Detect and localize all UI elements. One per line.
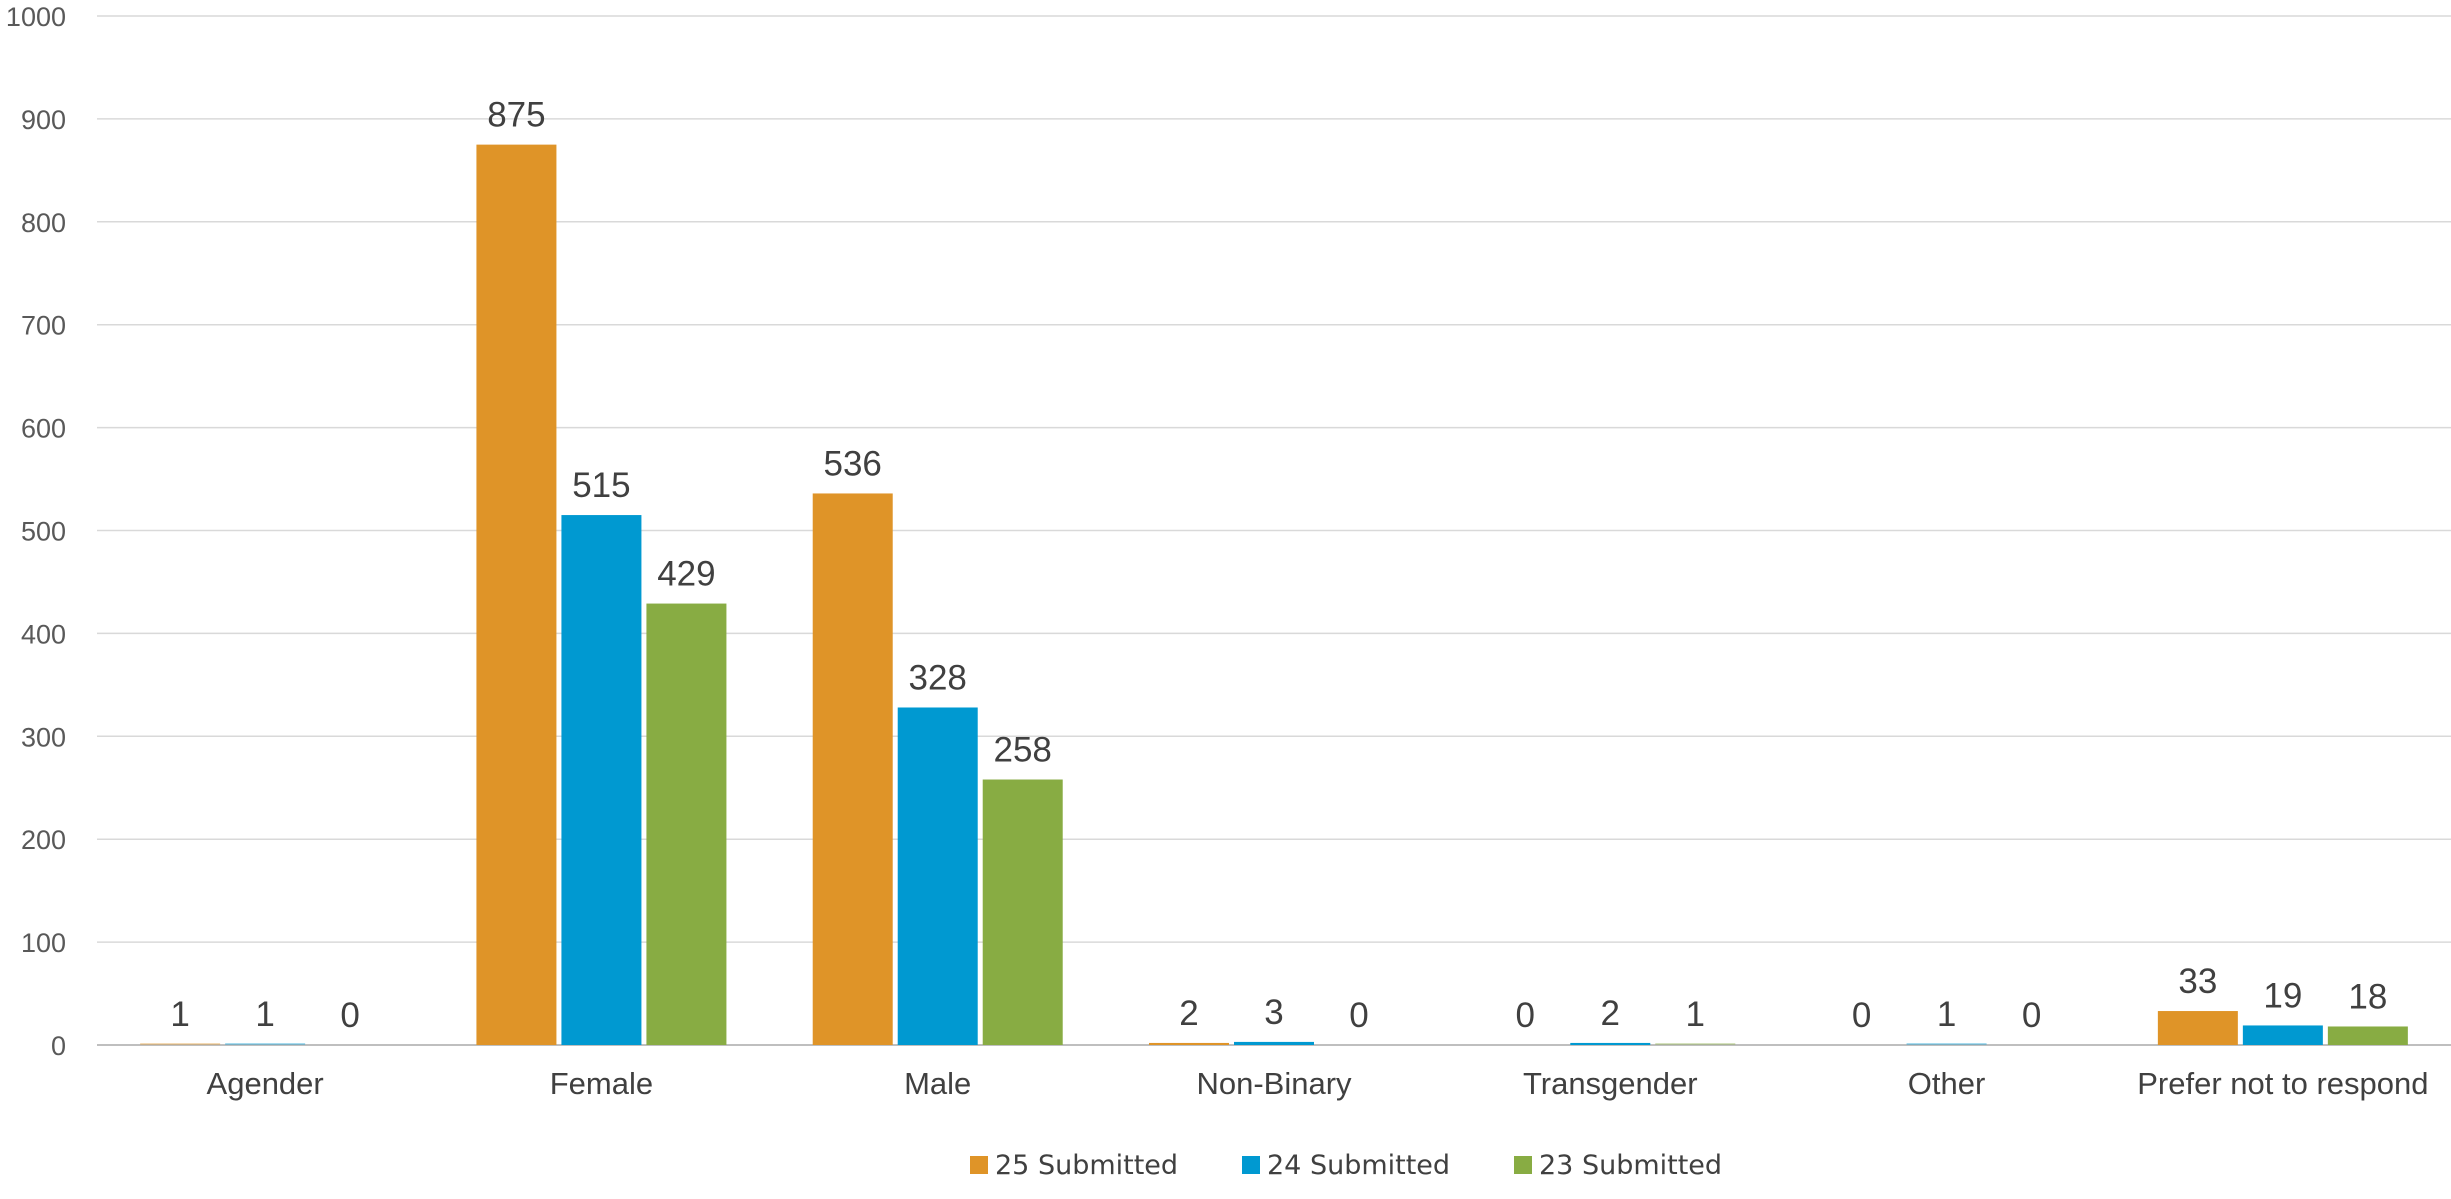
bar-female-23-submitted [646, 603, 727, 1045]
y-tick-label: 500 [21, 517, 66, 547]
bars [140, 144, 2408, 1045]
data-label-non-binary-24-submitted: 3 [1264, 993, 1283, 1032]
x-tick-label-prefer-not-to-respond: Prefer not to respond [2137, 1066, 2428, 1101]
y-tick-label: 800 [21, 208, 66, 238]
bar-non-binary-24-submitted [1234, 1041, 1314, 1045]
data-label-prefer-not-to-respond-23-submitted: 18 [2348, 977, 2387, 1016]
data-label-transgender-25-submitted: 0 [1516, 996, 1535, 1035]
data-label-other-24-submitted: 1 [1937, 995, 1956, 1034]
x-tick-label-agender: Agender [207, 1066, 324, 1101]
bar-prefer-not-to-respond-25-submitted [2157, 1011, 2238, 1045]
bar-other-25-submitted [1822, 1043, 1902, 1045]
bar-agender-24-submitted [225, 1043, 306, 1045]
y-tick-label: 200 [21, 825, 66, 855]
x-tick-label-non-binary: Non-Binary [1196, 1066, 1352, 1101]
data-label-non-binary-25-submitted: 2 [1179, 994, 1198, 1033]
bar-male-25-submitted [812, 493, 893, 1045]
data-labels: 1 1 0 875 515 429 536 328 258 2 3 0 0 2 1 0 1 0 33 19 18 [170, 96, 2387, 1035]
data-label-transgender-23-submitted: 1 [1686, 995, 1705, 1034]
legend-swatch [970, 1156, 988, 1174]
data-label-other-23-submitted: 0 [2022, 996, 2041, 1035]
bar-male-23-submitted [982, 779, 1063, 1045]
bar-agender-23-submitted [310, 1043, 390, 1045]
data-label-male-23-submitted: 258 [994, 731, 1052, 770]
y-tick-label: 700 [21, 311, 66, 341]
data-label-agender-25-submitted: 1 [170, 995, 189, 1034]
y-axis: 0 100 200 300 400 500 600 700 800 900 1000 [6, 2, 66, 1061]
data-label-agender-24-submitted: 1 [255, 995, 274, 1034]
data-label-female-25-submitted: 875 [487, 96, 545, 135]
data-label-transgender-24-submitted: 2 [1601, 994, 1620, 1033]
legend-item-25-submitted: 25 Submitted [970, 1150, 1178, 1181]
y-tick-label: 600 [21, 414, 66, 444]
data-label-prefer-not-to-respond-25-submitted: 33 [2178, 962, 2217, 1001]
legend-swatch [1514, 1156, 1532, 1174]
data-label-male-25-submitted: 536 [824, 444, 882, 483]
y-tick-label: 900 [21, 105, 66, 135]
legend-item-24-submitted: 24 Submitted [1242, 1150, 1450, 1181]
data-label-male-24-submitted: 328 [909, 658, 967, 697]
bar-other-23-submitted [1992, 1043, 2072, 1045]
legend-label: 23 Submitted [1539, 1150, 1722, 1181]
legend-item-23-submitted: 23 Submitted [1514, 1150, 1722, 1181]
y-tick-label: 300 [21, 722, 66, 752]
bar-female-25-submitted [476, 144, 557, 1045]
x-tick-label-male: Male [904, 1066, 971, 1101]
data-label-agender-23-submitted: 0 [340, 996, 359, 1035]
data-label-non-binary-23-submitted: 0 [1349, 996, 1368, 1035]
bar-transgender-24-submitted [1570, 1042, 1651, 1045]
x-axis: Agender Female Male Non-Binary Transgender Ot… [207, 1066, 2429, 1101]
x-tick-label-transgender: Transgender [1523, 1066, 1698, 1101]
bar-non-binary-25-submitted [1149, 1042, 1229, 1045]
bar-female-24-submitted [561, 515, 642, 1045]
data-label-prefer-not-to-respond-24-submitted: 19 [2263, 976, 2302, 1015]
bar-transgender-23-submitted [1655, 1043, 1736, 1045]
legend: 25 Submitted 24 Submitted 23 Submitted [970, 1150, 1722, 1181]
bar-agender-25-submitted [140, 1043, 221, 1045]
legend-label: 25 Submitted [995, 1150, 1178, 1181]
gridlines [97, 15, 2451, 1046]
data-label-female-24-submitted: 515 [572, 466, 630, 505]
y-tick-label: 100 [21, 928, 66, 958]
data-label-other-25-submitted: 0 [1852, 996, 1871, 1035]
bar-non-binary-23-submitted [1319, 1043, 1399, 1045]
y-tick-label: 0 [51, 1031, 66, 1061]
bar-prefer-not-to-respond-24-submitted [2242, 1025, 2323, 1045]
x-tick-label-female: Female [550, 1066, 653, 1101]
y-tick-label: 400 [21, 619, 66, 649]
bar-prefer-not-to-respond-23-submitted [2327, 1026, 2408, 1045]
bar-other-24-submitted [1906, 1043, 1987, 1045]
bar-transgender-25-submitted [1485, 1043, 1565, 1045]
legend-swatch [1242, 1156, 1260, 1174]
legend-label: 24 Submitted [1267, 1150, 1450, 1181]
y-tick-label: 1000 [6, 2, 66, 32]
data-label-female-23-submitted: 429 [657, 555, 715, 594]
bar-male-24-submitted [897, 707, 978, 1045]
x-tick-label-other: Other [1908, 1066, 1986, 1101]
